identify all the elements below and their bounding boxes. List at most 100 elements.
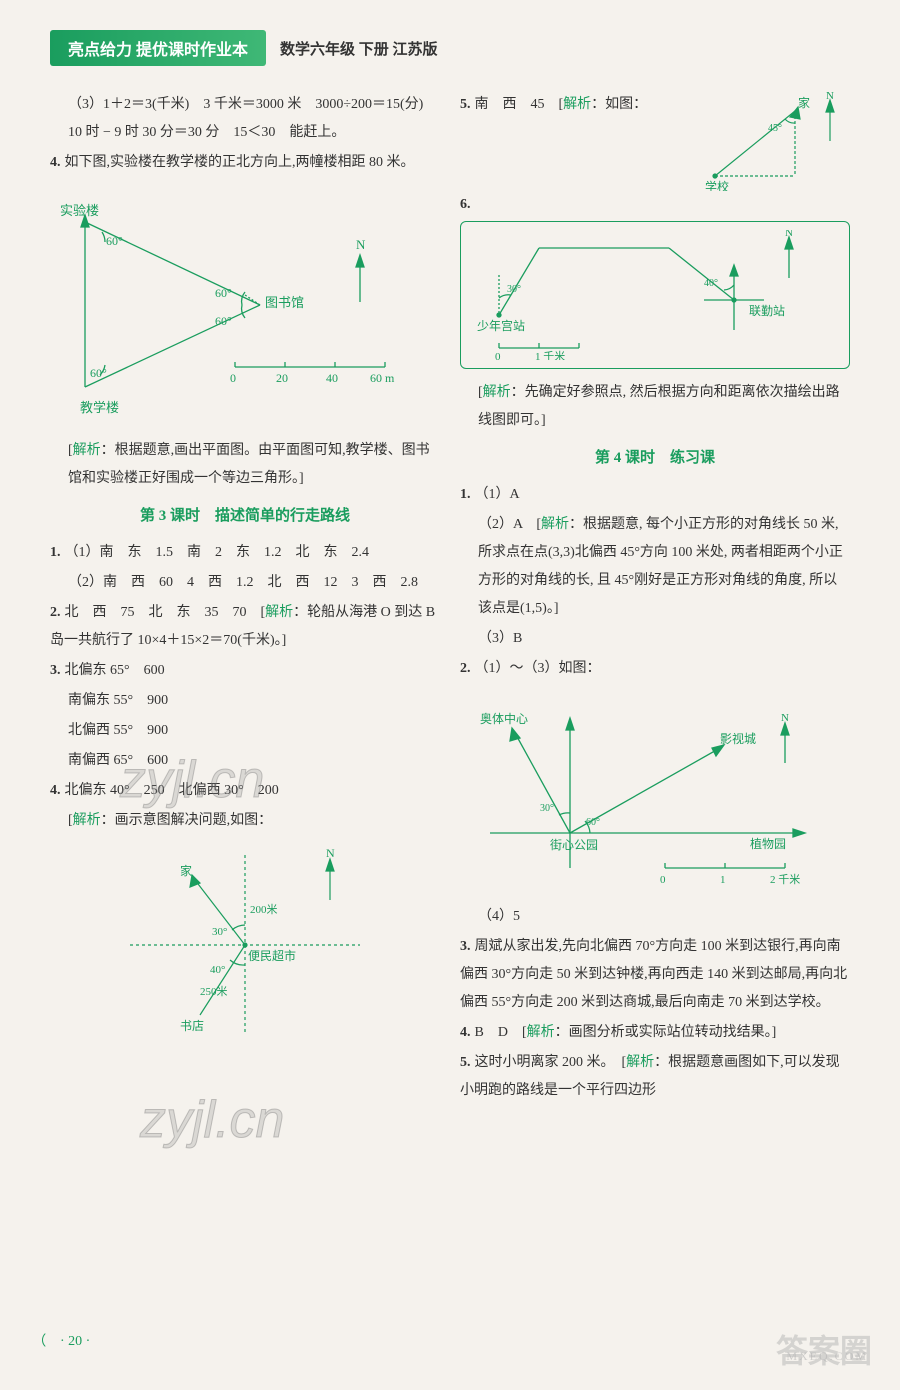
s4-q4-alabel: 解析	[527, 1025, 555, 1040]
q4-analysis-label: 解析	[73, 443, 101, 458]
header-green-title: 亮点给力 提优课时作业本	[50, 30, 266, 66]
d4-30: 30°	[507, 284, 521, 295]
s3-q3-4: 南偏西 65° 600	[50, 747, 440, 775]
q3-3-text: （3）1＋2＝3(千米) 3 千米＝3000 米 3000÷200＝15(分) …	[50, 91, 440, 147]
right-column: 5.南 西 45 [解析：如图： 家 学校 45° N 6.	[460, 91, 850, 1107]
s3-q4-num: 4.	[50, 783, 61, 798]
s4-q4-num: 4.	[460, 1025, 471, 1040]
s4-q5-alabel: 解析	[626, 1055, 654, 1070]
angle-c: 60°	[215, 314, 232, 328]
s4-q2-4: （4）5	[460, 903, 850, 931]
scale-60: 60 m	[370, 371, 395, 385]
s3-q3-3: 北偏西 55° 900	[50, 717, 440, 745]
s4-q1-1: （1）A	[475, 487, 520, 502]
q5-alabel: 解析	[563, 97, 591, 112]
diagram-route1: 家 书店 便民超市 N 200米 30° 40° 250米	[110, 845, 440, 1045]
d5-s0: 0	[660, 874, 666, 886]
s3-q3: 3. 北偏东 65° 600	[50, 657, 440, 685]
s3-q4-alabel: 解析	[73, 813, 101, 828]
section4-title: 第 4 课时 练习课	[460, 443, 850, 473]
q4-intro: 4. 如下图,实验楼在教学楼的正北方向上,两幢楼相距 80 米。	[50, 149, 440, 177]
s4-q1-2-alabel: 解析	[541, 517, 569, 532]
d4-40: 40°	[704, 278, 718, 289]
q4-num: 4.	[50, 155, 61, 170]
d3-north: N	[826, 91, 834, 102]
d2-250: 250米	[200, 985, 228, 998]
d3-xuexiao: 学校	[705, 179, 729, 191]
s3-q2: 2.北 西 75 北 东 35 70 [解析：轮船从海港 O 到达 B 岛一共航…	[50, 599, 440, 655]
section3-title: 第 3 课时 描述简单的行走路线	[50, 501, 440, 531]
q6-num: 6.	[460, 191, 850, 219]
page-header: 亮点给力 提优课时作业本 数学六年级 下册 江苏版	[50, 30, 850, 66]
d3-jia: 家	[798, 95, 810, 110]
s3-q1: 1.（1）南 东 1.5 南 2 东 1.2 北 东 2.4	[50, 539, 440, 567]
lbl-tushuguan: 图书馆	[265, 295, 304, 310]
angle-d: 60°	[90, 366, 107, 380]
d2-north: N	[326, 846, 335, 860]
s3-q3-2: 南偏东 55° 900	[50, 687, 440, 715]
s3-q2-text: 北 西 75 北 东 35 70	[65, 605, 261, 620]
d2-200: 200米	[250, 903, 278, 916]
d5-60: 60°	[586, 817, 600, 828]
q4-analysis: [解析：根据题意,画出平面图。由平面图可知,教学楼、图书馆和实验楼正好围成一个等…	[50, 437, 440, 493]
s4-q3: 3.周斌从家出发,先向北偏西 70°方向走 100 米到达银行,再向南偏西 30…	[460, 933, 850, 1017]
s3-q4-text: 北偏东 40° 250 北偏西 30° 200	[65, 783, 279, 798]
watermark-mxe: MXEQ.COM	[786, 1349, 868, 1364]
angle-b: 60°	[215, 286, 232, 300]
lbl-jiaoxuelou: 教学楼	[80, 400, 119, 415]
q6-analysis: [解析：先确定好参照点, 然后根据方向和距离依次描绘出路线图即可。]	[460, 379, 850, 435]
diagram-triangle: 实验楼 教学楼 图书馆 N 60° 60° 60° 60° 0 20 40 60…	[50, 187, 440, 427]
route1-svg: 家 书店 便民超市 N 200米 30° 40° 250米	[110, 845, 370, 1045]
diagram5-svg: 奥体中心 影视城 植物园 街心公园 N 30° 60° 0 1 2 千米	[460, 693, 830, 893]
s4-q1: 1. （1）A	[460, 481, 850, 509]
scale-40: 40	[326, 371, 338, 385]
d2-chaoshi: 便民超市	[248, 948, 296, 963]
q5-atext: ：如图：	[591, 97, 647, 112]
d3-45: 45°	[768, 123, 782, 134]
s3-q4-atext: ：画示意图解决问题,如图：	[101, 813, 273, 828]
s3-q1-1-text: （1）南 东 1.5 南 2 东 1.2 北 东 2.4	[65, 545, 370, 560]
s4-q4: 4.B D [解析：画图分析或实际站位转动找结果。]	[460, 1019, 850, 1047]
s3-q1-2: （2）南 西 60 4 西 1.2 北 西 12 3 西 2.8	[50, 569, 440, 597]
d5-aoti: 奥体中心	[480, 711, 528, 726]
s4-q1-2: （2）A [解析：根据题意, 每个小正方形的对角线长 50 米, 所求点在点(3…	[460, 511, 850, 623]
s4-q1-num: 1.	[460, 487, 471, 502]
diagram5: 奥体中心 影视城 植物园 街心公园 N 30° 60° 0 1 2 千米	[460, 693, 850, 893]
d2-30: 30°	[212, 926, 227, 938]
s4-q3-text: 周斌从家出发,先向北偏西 70°方向走 100 米到达银行,再向南偏西 30°方…	[460, 939, 847, 1010]
triangle-svg: 实验楼 教学楼 图书馆 N 60° 60° 60° 60° 0 20 40 60…	[50, 187, 400, 427]
d2-shudian: 书店	[180, 1019, 204, 1033]
diagram4-box: 少年宫站 联勤站 N 30° 40° 0 1 千米	[460, 221, 850, 369]
d4-sng: 少年宫站	[477, 318, 525, 333]
lbl-north1: N	[356, 237, 366, 252]
d5-gy: 街心公园	[550, 838, 598, 852]
s4-q1-3: （3）B	[460, 625, 850, 653]
header-subtitle: 数学六年级 下册 江苏版	[280, 38, 438, 59]
q6-atext: ：先确定好参照点, 然后根据方向和距离依次描绘出路线图即可。]	[478, 385, 840, 428]
d5-zw: 植物园	[750, 836, 786, 851]
q5-text: 南 西 45	[475, 97, 559, 112]
s4-q4-text: B D	[475, 1025, 522, 1040]
s4-q2: 2.（1）～（3）如图：	[460, 655, 850, 683]
diagram4-svg: 少年宫站 联勤站 N 30° 40° 0 1 千米	[469, 230, 819, 360]
q4-analysis-text: ：根据题意,画出平面图。由平面图可知,教学楼、图书馆和实验楼正好围成一个等边三角…	[68, 443, 430, 486]
s3-q2-num: 2.	[50, 605, 61, 620]
q5-num: 5.	[460, 97, 471, 112]
s3-q3-1: 北偏东 65° 600	[65, 663, 165, 678]
d5-s2: 2 千米	[770, 873, 800, 886]
angle-a: 60°	[106, 234, 123, 248]
d5-north: N	[781, 712, 789, 724]
d2-jia: 家	[180, 863, 192, 878]
diagram3-svg: 家 学校 45° N	[700, 91, 850, 191]
d5-30: 30°	[540, 803, 554, 814]
s3-q2-alabel: 解析	[265, 605, 293, 620]
d4-s1: 1 千米	[535, 350, 565, 360]
q4-intro-text: 如下图,实验楼在教学楼的正北方向上,两幢楼相距 80 米。	[65, 155, 415, 170]
d5-ys: 影视城	[720, 731, 756, 746]
page-number: · 20 ·	[60, 1334, 90, 1350]
s4-q5: 5.这时小明离家 200 米。 [解析：根据题意画图如下,可以发现小明跑的路线是…	[460, 1049, 850, 1105]
s3-q3-num: 3.	[50, 663, 61, 678]
s3-q4: 4. 北偏东 40° 250 北偏西 30° 200	[50, 777, 440, 805]
s4-q5-num: 5.	[460, 1055, 471, 1070]
d2-40: 40°	[210, 964, 225, 976]
